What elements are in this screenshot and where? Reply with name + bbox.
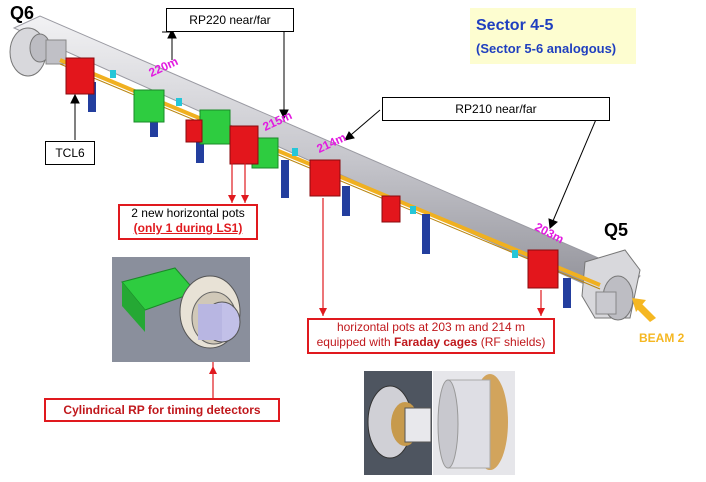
sector-title: Sector 4-5 — [476, 17, 554, 34]
sector-subtitle: (Sector 5-6 analogous) — [476, 41, 617, 56]
q5-magnet — [581, 249, 641, 321]
cylindrical-rp-image — [112, 257, 250, 362]
tcl6-label-box: TCL6 — [45, 141, 95, 165]
cylindrical-rp-callout: Cylindrical RP for timing detectors — [44, 398, 280, 422]
q6-label: Q6 — [10, 3, 35, 23]
q5-label: Q5 — [604, 220, 629, 240]
new-pots-line1: 2 new horizontal pots — [131, 206, 245, 220]
red-pots — [65, 57, 559, 289]
q6-magnet — [9, 27, 67, 77]
rp210-label-box: RP210 near/far — [382, 97, 610, 121]
faraday-callout: horizontal pots at 203 m and 214 m equip… — [307, 318, 555, 354]
faraday-line2-bold: Faraday cages — [393, 335, 478, 349]
beam2-label: BEAM 2 — [639, 331, 685, 345]
rp220-label-box: RP220 near/far — [166, 8, 294, 32]
cyan-flanges — [110, 70, 518, 258]
faraday-line2-pre: equipped with — [316, 335, 394, 349]
new-pots-callout: 2 new horizontal pots (only 1 during LS1… — [118, 204, 258, 240]
faraday-cage-image — [364, 371, 515, 475]
faraday-line2-post: (RF shields) — [477, 335, 546, 349]
beam2-arrow — [632, 298, 656, 322]
sector-panel: Sector 4-5 (Sector 5-6 analogous) — [470, 8, 636, 64]
new-pots-line2: (only 1 during LS1) — [133, 221, 243, 235]
pointer-lines — [70, 28, 601, 229]
faraday-line1: horizontal pots at 203 m and 214 m — [336, 320, 526, 334]
